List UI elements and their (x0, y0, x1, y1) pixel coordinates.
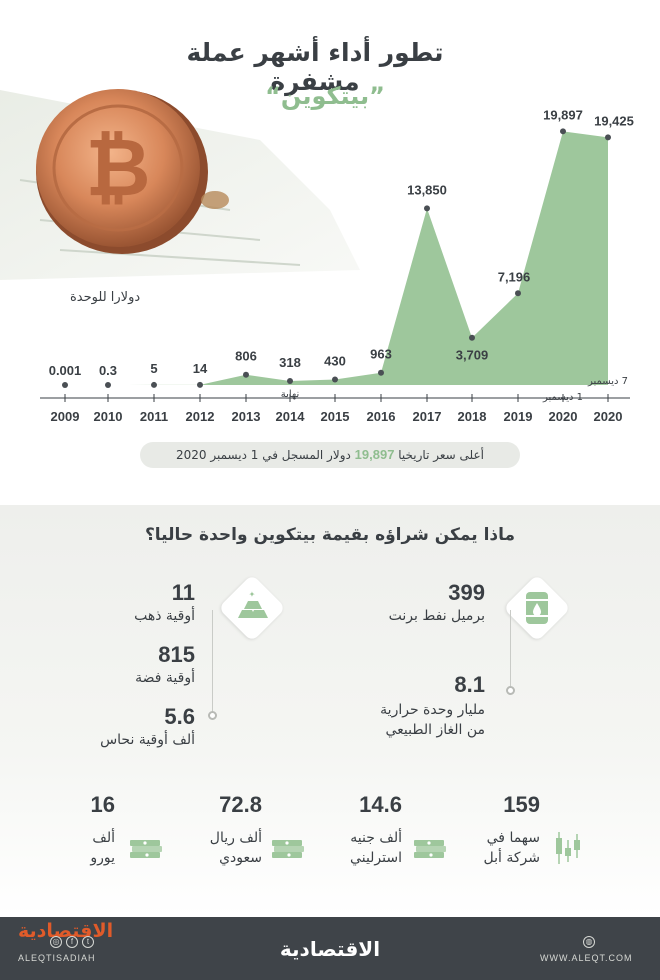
x-tick-label: 2016 (367, 409, 396, 424)
x-tick-label: 2019 (504, 409, 533, 424)
gas-label-line2: من الغاز الطبيعي (385, 722, 485, 738)
record-high-pill (140, 442, 520, 468)
svg-text:₿: ₿ (85, 121, 150, 214)
data-value-label: 19,425 (594, 113, 634, 128)
y-axis-unit-label: دولارا للوحدة (70, 290, 141, 305)
brand-logo-center[interactable]: الاقتصادية (279, 937, 381, 961)
record-high-text: أعلى سعر تاريخيا 19,897 دولار المسجل في … (140, 447, 520, 462)
data-point (287, 377, 293, 384)
data-point (332, 376, 338, 383)
twitter-icon[interactable]: t (82, 936, 94, 948)
oil-connector-dot (506, 686, 515, 695)
data-value-label: 14 (193, 361, 208, 376)
oil-connector-line (510, 610, 511, 690)
x-tick-note: نهاية (281, 389, 300, 400)
apple-shares-line2: شركة أبل (483, 850, 540, 866)
data-value-label: 963 (370, 347, 392, 362)
website-url[interactable]: WWW.ALEQT.COM (540, 953, 633, 963)
money-stack-icon (272, 840, 304, 858)
oil-barrel-icon (526, 592, 548, 624)
data-point (62, 382, 68, 388)
copper-label: ألف أوقية نحاس (100, 732, 195, 748)
bitcoin-price-area-chart: 0.001 0.3 5 14 806 318 430 963 13,850 3,709 7,196 1… (40, 107, 634, 424)
gbp-line2: استرليني (350, 850, 402, 866)
footer-bar (0, 917, 660, 980)
data-value-label: 430 (324, 354, 346, 369)
data-value-label: 0.3 (99, 363, 117, 378)
data-point (197, 381, 203, 388)
sar-line2: سعودي (219, 850, 262, 866)
data-point (378, 369, 384, 376)
money-stack-icon (414, 840, 446, 858)
x-tick-label: 2015 (321, 409, 350, 424)
sar-value: 72.8 (219, 792, 262, 817)
data-value-label: 0.001 (49, 363, 82, 378)
data-value-label: 806 (235, 349, 257, 364)
x-tick-note: 7 ديسمبر (587, 376, 628, 387)
purchases-section (0, 505, 660, 917)
metals-connector-line (212, 610, 213, 715)
instagram-icon[interactable]: ◎ (50, 936, 62, 948)
oil-barrels-label: برميل نفط برنت (388, 608, 485, 624)
x-tick-label: 2012 (186, 409, 215, 424)
data-point (605, 134, 611, 141)
apple-shares-value: 159 (503, 792, 540, 817)
sar-line1: ألف ريال (209, 830, 262, 846)
x-tick-label: 2014 (276, 409, 306, 424)
data-point (515, 290, 521, 297)
eur-value: 16 (90, 792, 115, 817)
data-point (243, 371, 249, 378)
silver-label: أوقية فضة (135, 670, 195, 686)
x-tick-label: 2010 (94, 409, 123, 424)
copper-value: 5.6 (164, 704, 195, 729)
data-value-label: 5 (150, 361, 157, 376)
silver-value: 815 (158, 642, 195, 667)
social-handle[interactable]: ALEQTISADIAH (18, 953, 96, 963)
apple-shares-line1: سهما في (486, 830, 540, 846)
data-value-label: 19,897 (543, 107, 583, 122)
data-value-label: 13,850 (407, 182, 447, 197)
record-high-after: دولار المسجل في 1 ديسمبر 2020 (176, 448, 351, 462)
x-tick-label: 2020 (594, 409, 623, 424)
gold-value: 11 (171, 580, 195, 605)
eur-line1: ألف (92, 830, 115, 846)
gbp-value: 14.6 (359, 792, 402, 817)
price-area (65, 131, 608, 385)
gas-value: 8.1 (454, 672, 485, 697)
record-high-value: 19,897 (354, 447, 395, 462)
page-title: تطور أداء أشهر عملة مشفرة (186, 38, 444, 96)
money-stack-icon (130, 840, 162, 858)
x-tick-label: 2011 (140, 409, 168, 424)
x-tick-label: 2018 (458, 409, 487, 424)
candlestick-icon (556, 832, 580, 864)
eur-line2: يورو (90, 850, 115, 866)
data-value-label: 7,196 (498, 269, 531, 284)
data-value-label: 3,709 (456, 348, 489, 363)
data-point (151, 381, 157, 388)
record-high-before: أعلى سعر تاريخيا (398, 448, 484, 462)
gas-label-line1: مليار وحدة حرارية (380, 702, 485, 718)
globe-icon[interactable]: ◍ (583, 936, 595, 948)
gbp-line1: ألف جنيه (350, 830, 402, 846)
x-tick-note: 1 ديسمبر (542, 392, 583, 403)
data-point (560, 128, 566, 135)
data-point (105, 381, 111, 388)
data-point (469, 334, 475, 341)
data-value-label: 318 (279, 355, 301, 370)
x-tick-label: 2013 (232, 409, 261, 424)
metals-connector-dot (208, 711, 217, 720)
x-tick-label: 2020 (549, 409, 578, 424)
svg-text:✦: ✦ (249, 590, 256, 599)
facebook-icon[interactable]: f (66, 936, 78, 948)
gold-label: أوقية ذهب (134, 608, 195, 624)
x-tick-label: 2017 (413, 409, 442, 424)
oil-barrels-value: 399 (448, 580, 485, 605)
purchases-question: ماذا يمكن شراؤه بقيمة بيتكوين واحدة حالي… (144, 525, 516, 545)
gold-bars-icon: ✦ (238, 590, 268, 618)
data-point (424, 205, 430, 212)
x-tick-label: 2009 (51, 409, 80, 424)
bitcoin-coin-illustration: ₿ (0, 89, 360, 280)
page-subtitle: ”بيتكوين“ (265, 82, 385, 110)
